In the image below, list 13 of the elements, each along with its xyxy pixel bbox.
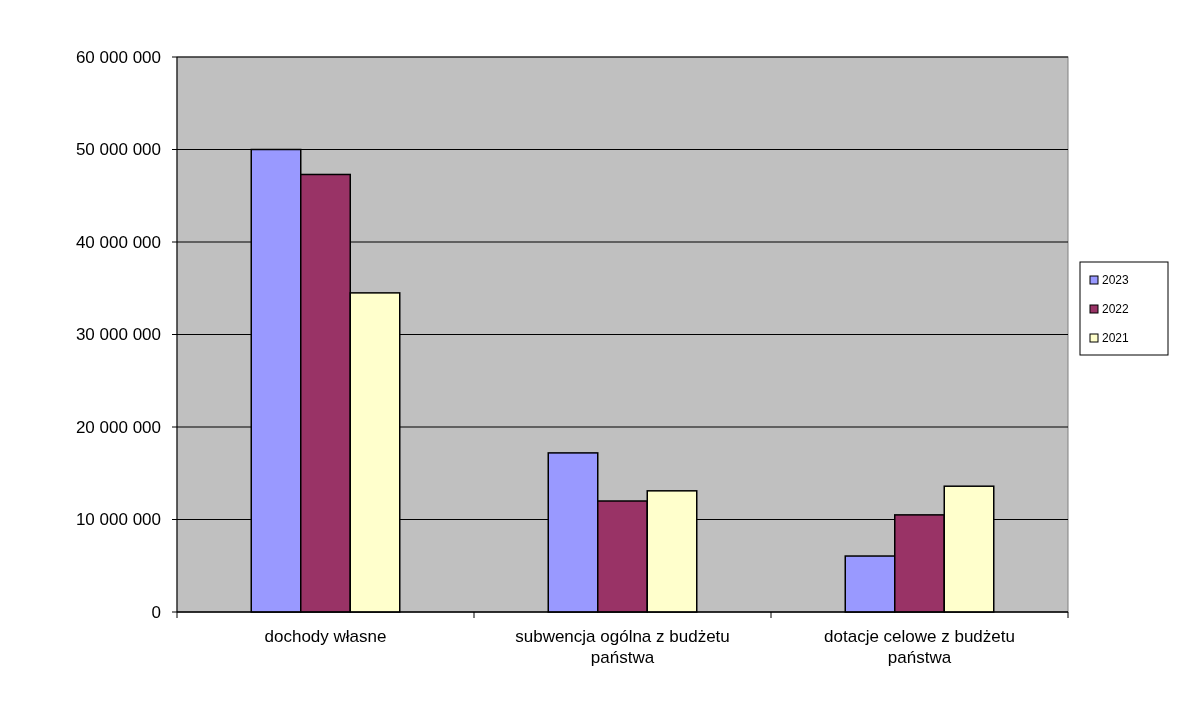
legend-label: 2023 bbox=[1102, 273, 1130, 288]
y-tick-label: 60 000 000 bbox=[75, 47, 161, 67]
x-tick-label: subwencja ogólna z budżetu państwa bbox=[515, 627, 730, 667]
y-tick-label: 30 000 000 bbox=[75, 325, 161, 345]
y-tick-label: 20 000 000 bbox=[75, 417, 161, 437]
y-tick-label: 10 000 000 bbox=[75, 510, 161, 530]
x-tick-label: dochody własne bbox=[264, 627, 387, 646]
legend-label: 2021 bbox=[1102, 331, 1130, 346]
y-tick-label: 50 000 000 bbox=[75, 140, 161, 160]
y-tick-label: 0 bbox=[151, 602, 161, 622]
legend-label: 2022 bbox=[1102, 302, 1130, 317]
x-tick-label: dotacje celowe z budżetu państwa bbox=[824, 627, 1015, 667]
y-tick-label: 40 000 000 bbox=[75, 232, 161, 252]
